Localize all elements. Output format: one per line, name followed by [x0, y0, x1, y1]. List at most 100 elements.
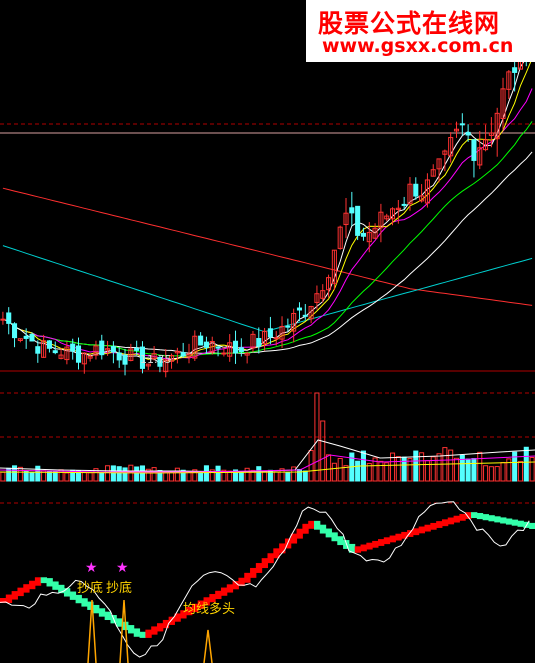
indicator-step	[488, 515, 495, 522]
volume-bar	[285, 471, 291, 482]
indicator-step	[511, 519, 519, 526]
candle-body	[285, 325, 291, 328]
candle-body	[326, 277, 332, 291]
candle-body	[180, 352, 186, 357]
bottom-signal-label: 抄底	[106, 581, 133, 596]
signal-spike	[203, 629, 213, 663]
candle-body	[494, 112, 500, 140]
candle-body	[110, 346, 116, 353]
candle-body	[157, 356, 163, 367]
indicator-step	[447, 517, 455, 525]
candle-body	[407, 183, 413, 204]
watermark-url: www.gsxx.com.cn	[322, 35, 514, 57]
candle-body	[17, 338, 23, 341]
indicator-step	[250, 567, 257, 578]
volume-bar	[17, 466, 23, 482]
indicator-step	[366, 542, 373, 550]
candle-body	[0, 318, 6, 321]
candle-body	[471, 139, 477, 161]
watermark-box	[306, 0, 535, 62]
indicator-step	[412, 528, 420, 536]
indicator-step	[441, 519, 449, 527]
indicator-step	[267, 553, 274, 564]
star-icon: ★	[85, 560, 98, 576]
volume-bar	[320, 420, 326, 482]
volume-bar	[366, 462, 372, 482]
candle-body	[291, 312, 297, 332]
volume-bar	[250, 469, 256, 482]
candle-body	[203, 341, 209, 348]
indicator-step	[133, 628, 141, 637]
candle-body	[442, 150, 448, 155]
volume-bar	[75, 470, 82, 482]
indicator-step	[162, 619, 170, 629]
indicator-step	[98, 608, 106, 617]
indicator-step	[314, 520, 321, 530]
indicator-step	[308, 520, 315, 529]
indicator-step	[104, 611, 111, 621]
volume-bar	[180, 469, 186, 482]
candle-body	[81, 352, 87, 365]
volume-bar	[105, 465, 111, 482]
indicator-step	[34, 577, 42, 586]
indicator-step	[69, 591, 77, 600]
indicator-step	[232, 581, 239, 590]
ma20-line	[2, 88, 533, 360]
candle-body	[64, 346, 70, 361]
indicator-step	[401, 531, 408, 539]
indicator-step	[87, 601, 94, 610]
indicator-step	[93, 604, 100, 614]
volume-bar	[232, 469, 239, 482]
signal-spike	[119, 599, 129, 663]
candle-body	[273, 337, 279, 340]
volume-bar	[331, 462, 337, 482]
oscillator-line	[0, 501, 530, 658]
volume-bar	[419, 452, 425, 482]
volume-bar	[273, 471, 279, 482]
volume-bar	[389, 452, 396, 482]
candle-body	[267, 328, 273, 338]
indicator-step	[203, 597, 210, 606]
candle-body	[314, 293, 320, 303]
indicator-step	[116, 618, 123, 627]
volume-bar	[64, 472, 70, 482]
volume-bar	[395, 456, 401, 482]
candle-body	[23, 335, 29, 339]
indicator-step	[145, 629, 152, 638]
candle-body	[87, 355, 93, 359]
candle-body	[262, 330, 268, 345]
indicator-step	[459, 513, 466, 521]
indicator-step	[238, 577, 245, 587]
volume-bar	[343, 465, 349, 482]
candle-body	[93, 345, 99, 356]
volume-bar	[448, 449, 454, 482]
indicator-step	[17, 587, 24, 597]
indicator-step	[197, 600, 205, 609]
volume-ma-line	[0, 439, 535, 473]
volume-bar	[157, 469, 163, 482]
candle-body	[465, 131, 471, 136]
volume-bar	[134, 466, 140, 482]
volume-bar	[314, 392, 320, 482]
candle-body	[366, 231, 372, 243]
volume-bar	[192, 469, 198, 482]
indicator-step	[395, 533, 402, 541]
volume-bar	[81, 471, 87, 482]
volume-bar	[413, 450, 419, 482]
candle-body	[75, 345, 82, 363]
volume-bar	[384, 462, 390, 482]
indicator-step	[75, 594, 82, 604]
volume-bar	[238, 471, 244, 482]
volume-bar	[500, 461, 506, 482]
candle-body	[331, 249, 337, 284]
candle-body	[134, 347, 140, 351]
indicator-step	[494, 516, 501, 523]
bottom-signal-label: 抄底	[77, 581, 104, 596]
indicator-step	[354, 546, 362, 553]
candle-body	[232, 340, 239, 354]
ma-bullish-annotation: 均线多头	[183, 602, 236, 617]
volume-bar	[87, 472, 93, 482]
candle-body	[430, 169, 436, 177]
volume-bar	[203, 465, 209, 482]
volume-bar	[279, 468, 285, 482]
